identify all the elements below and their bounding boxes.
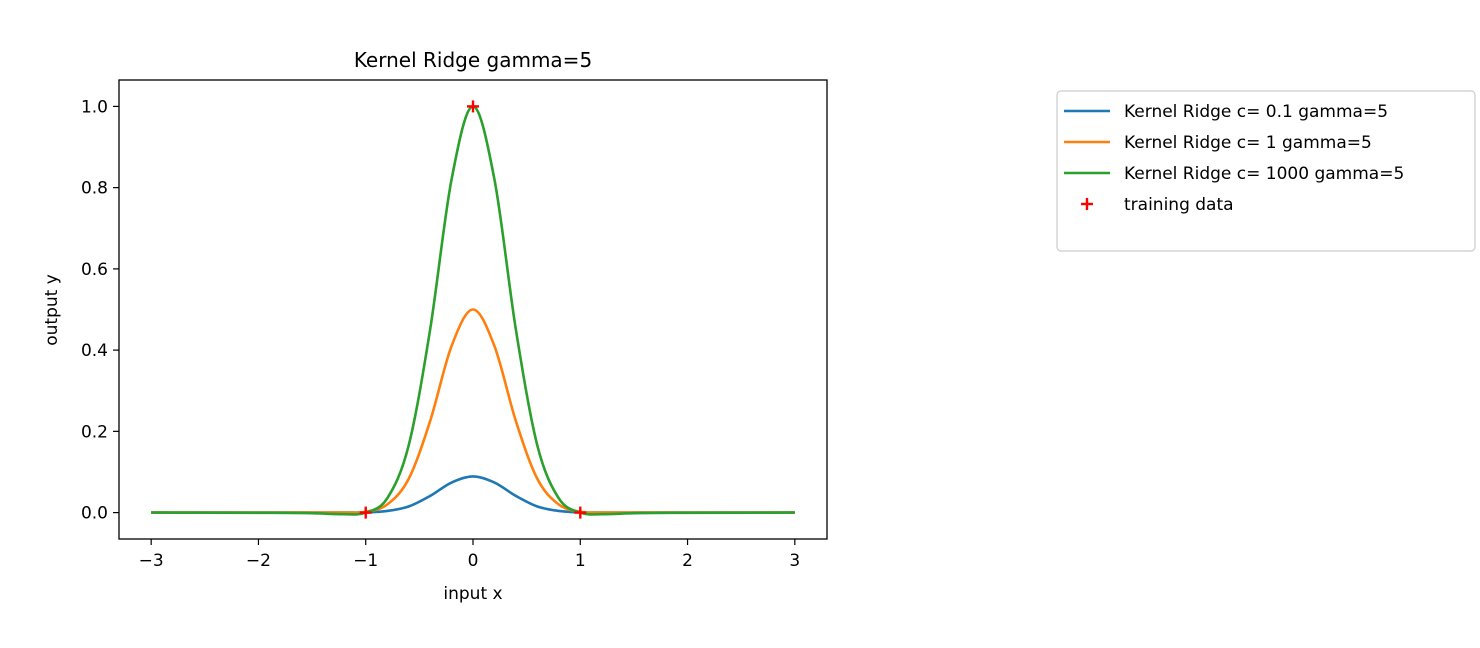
legend-box	[1056, 90, 1476, 252]
legend-label: Kernel Ridge c= 1 gamma=5	[1124, 133, 1372, 153]
x-axis-ticks: −3 −2 −1 0 1 2 3	[139, 539, 800, 571]
legend-entry: training data	[1081, 195, 1234, 215]
legend-label: Kernel Ridge c= 0.1 gamma=5	[1124, 102, 1388, 122]
x-tick-label: 2	[682, 551, 693, 571]
training-data-point	[359, 506, 372, 519]
y-tick-label: 0.6	[81, 260, 108, 280]
series-line-0	[151, 475, 795, 514]
legend-label: Kernel Ridge c= 1000 gamma=5	[1124, 164, 1404, 184]
y-tick-label: 0.8	[81, 179, 108, 199]
y-tick-label: 0.2	[81, 422, 108, 442]
chart-title: Kernel Ridge gamma=5	[354, 48, 592, 72]
series-line-1	[151, 308, 795, 514]
x-tick-label: −1	[353, 551, 378, 571]
legend-entry: Kernel Ridge c= 0.1 gamma=5	[1064, 102, 1388, 122]
training-data-point	[574, 506, 587, 519]
x-axis-label: input x	[443, 584, 502, 604]
training-data-point	[467, 100, 479, 113]
legend-entry: Kernel Ridge c= 1000 gamma=5	[1064, 164, 1404, 184]
x-tick-label: 0	[468, 551, 479, 571]
plot-markers	[359, 100, 587, 519]
y-tick-label: 0.4	[81, 341, 108, 361]
legend-entry: Kernel Ridge c= 1 gamma=5	[1064, 133, 1372, 153]
y-axis-ticks: 0.0 0.2 0.4 0.6 0.8 1.0	[81, 97, 119, 524]
x-tick-label: 1	[575, 551, 586, 571]
x-tick-label: −2	[246, 551, 271, 571]
y-axis-label: output y	[42, 274, 62, 346]
plot-series	[151, 105, 795, 516]
legend-label: training data	[1124, 195, 1234, 215]
x-tick-label: −3	[139, 551, 164, 571]
x-tick-label: 3	[789, 551, 800, 571]
legend: Kernel Ridge c= 0.1 gamma=5 Kernel Ridge …	[1056, 90, 1476, 252]
y-tick-label: 1.0	[81, 97, 108, 117]
y-tick-label: 0.0	[81, 504, 108, 524]
